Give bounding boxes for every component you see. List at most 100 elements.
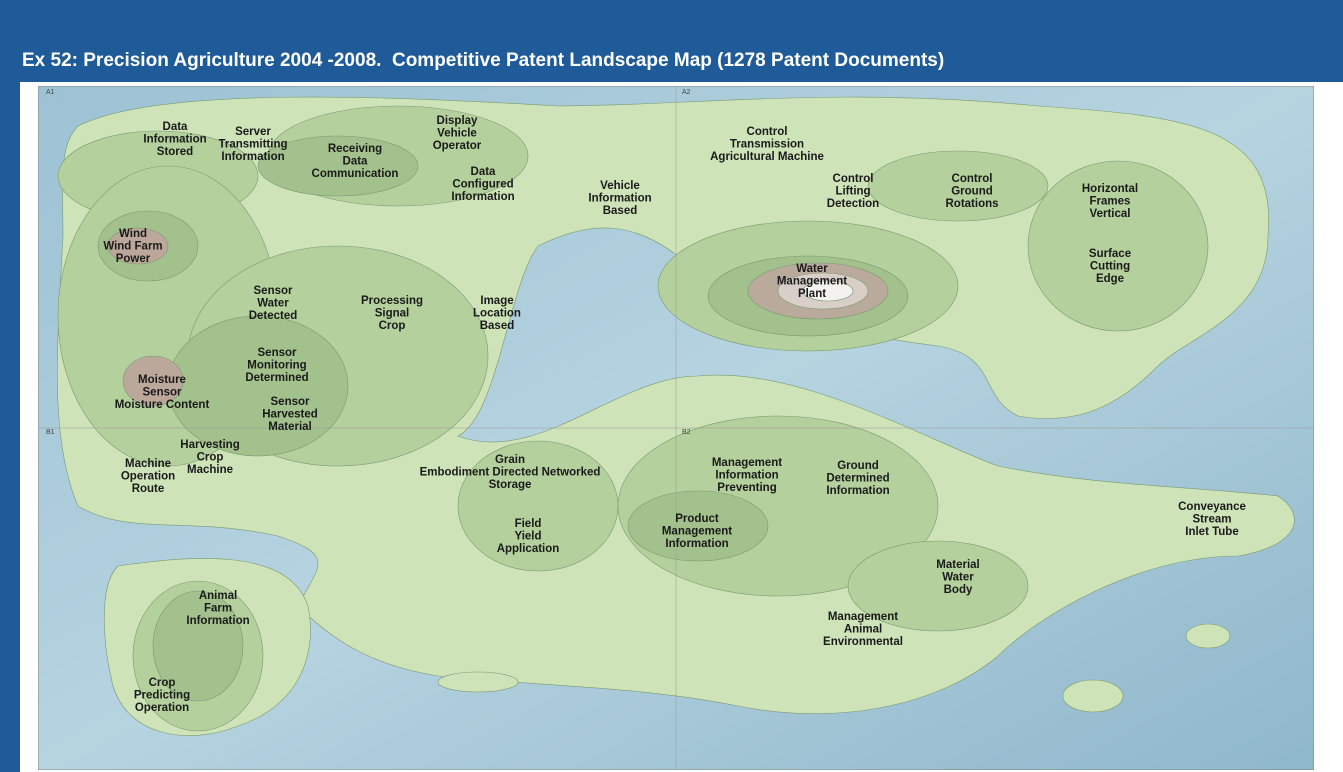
- label-line: Product: [675, 513, 719, 525]
- label-line: Body: [944, 584, 973, 596]
- label-line: Configured: [452, 179, 513, 191]
- label-line: Based: [480, 320, 515, 332]
- topic-label: Moisture Sensor Moisture Content: [115, 374, 210, 411]
- label-line: Power: [116, 253, 151, 265]
- label-line: Image: [480, 295, 513, 307]
- label-line: Data: [471, 166, 497, 178]
- label-line: Communication: [312, 168, 399, 180]
- header: Ex 52: Precision Agriculture 2004 -2008.…: [0, 0, 1343, 82]
- topic-label: Management Information Preventing: [712, 457, 782, 494]
- topic-label: Machine Operation Route: [121, 458, 175, 495]
- label-line: Farm: [204, 603, 232, 615]
- label-line: Harvested: [262, 409, 318, 421]
- topic-label: Server Transmitting Information: [218, 126, 287, 163]
- topic-label: Sensor Monitoring Determined: [245, 347, 308, 384]
- label-line: Determined: [245, 372, 308, 384]
- quadrant-label: B1: [46, 429, 55, 436]
- label-line: Rotations: [945, 198, 998, 210]
- label-line: Sensor: [143, 387, 183, 399]
- label-line: Agricultural Machine: [710, 151, 824, 163]
- topic-label: Crop Predicting Operation: [134, 677, 190, 714]
- label-line: Storage: [489, 479, 532, 491]
- label-line: Animal: [199, 590, 237, 602]
- label-line: Management: [828, 611, 898, 623]
- label-line: Sensor: [258, 347, 298, 359]
- label-line: Predicting: [134, 690, 190, 702]
- label-line: Water: [942, 572, 974, 584]
- label-line: Information: [451, 191, 514, 203]
- label-line: Yield: [514, 531, 541, 543]
- topic-label: Horizontal Frames Vertical: [1082, 183, 1138, 220]
- topic-label: Grain Embodiment Directed Networked Storag…: [420, 454, 601, 491]
- label-line: Machine: [187, 464, 233, 476]
- label-line: Stream: [1193, 514, 1232, 526]
- label-line: Stored: [157, 146, 193, 158]
- quadrant-label: A2: [682, 89, 691, 96]
- label-line: Grain: [495, 454, 525, 466]
- label-line: Information: [665, 538, 728, 550]
- label-line: Ground: [837, 460, 879, 472]
- label-line: Information: [186, 615, 249, 627]
- label-line: Route: [132, 483, 165, 495]
- label-line: Plant: [798, 288, 826, 300]
- topic-label: Sensor Water Detected: [249, 285, 298, 322]
- label-line: Information: [143, 134, 206, 146]
- label-line: Management: [712, 457, 782, 469]
- label-line: Wind: [119, 228, 147, 240]
- label-line: Determined: [826, 473, 889, 485]
- topic-label: Control Ground Rotations: [945, 173, 998, 210]
- label-line: Application: [497, 543, 560, 555]
- label-line: Horizontal: [1082, 183, 1138, 195]
- label-line: Cutting: [1090, 261, 1130, 273]
- label-line: Vehicle: [600, 180, 640, 192]
- quadrant-label: A1: [46, 89, 55, 96]
- label-line: Embodiment Directed Networked: [420, 467, 601, 479]
- label-line: Based: [603, 205, 638, 217]
- label-line: Water: [796, 263, 828, 275]
- label-line: Vehicle: [437, 128, 477, 140]
- label-line: Operation: [135, 702, 189, 714]
- label-line: Operation: [121, 471, 175, 483]
- topic-label: Ground Determined Information: [826, 460, 889, 497]
- topic-label: Conveyance Stream Inlet Tube: [1178, 501, 1246, 538]
- label-line: Crop: [149, 677, 176, 689]
- label-line: Edge: [1096, 273, 1124, 285]
- label-line: Signal: [375, 308, 410, 320]
- title: Ex 52: Precision Agriculture 2004 -2008.…: [22, 50, 945, 71]
- label-line: Moisture: [138, 374, 186, 386]
- topic-label: Processing Signal Crop: [361, 295, 423, 332]
- label-line: Frames: [1090, 196, 1131, 208]
- label-line: Location: [473, 308, 521, 320]
- label-line: Sensor: [254, 285, 294, 297]
- topic-label: Data Information Stored: [143, 121, 206, 158]
- label-line: Crop: [379, 320, 406, 332]
- topic-label: Water Management Plant: [777, 263, 847, 300]
- label-line: Data: [163, 121, 189, 133]
- label-line: Wind Farm: [103, 241, 162, 253]
- label-line: Management: [662, 526, 732, 538]
- label-line: Preventing: [717, 482, 776, 494]
- label-line: Animal: [844, 624, 882, 636]
- label-line: Transmitting: [218, 139, 287, 151]
- label-line: Control: [833, 173, 874, 185]
- label-line: Information: [588, 193, 651, 205]
- topic-label: Product Management Information: [662, 513, 732, 550]
- label-line: Operator: [433, 140, 482, 152]
- label-line: Field: [515, 518, 542, 530]
- topic-label: Display Vehicle Operator: [433, 115, 482, 152]
- label-line: Environmental: [823, 636, 903, 648]
- label-line: Information: [715, 470, 778, 482]
- topic-label: Image Location Based: [473, 295, 521, 332]
- quadrant-label: B2: [682, 429, 691, 436]
- label-line: Surface: [1089, 248, 1131, 260]
- label-line: Display: [437, 115, 479, 127]
- label-line: Processing: [361, 295, 423, 307]
- label-line: Detected: [249, 310, 298, 322]
- topic-label: Surface Cutting Edge: [1089, 248, 1131, 285]
- label-line: Detection: [827, 198, 879, 210]
- label-line: Moisture Content: [115, 399, 210, 411]
- topic-label: Management Animal Environmental: [823, 611, 903, 648]
- label-line: Sensor: [271, 396, 311, 408]
- label-line: Conveyance: [1178, 501, 1246, 513]
